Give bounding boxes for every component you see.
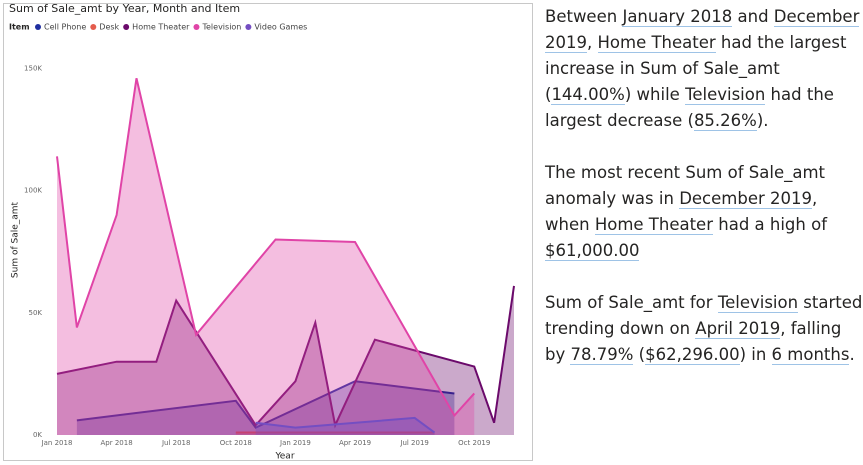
legend-label: Cell Phone [44,23,86,32]
narrative-paragraph: The most recent Sum of Sale_amt anomaly … [545,160,863,264]
legend-label: Home Theater [132,23,190,32]
chart: Sum of Sale_amt by Year, Month and Item … [3,2,533,462]
narrative-highlight[interactable]: 144.00% [551,85,625,105]
x-tick-label: Apr 2019 [339,439,371,447]
area [57,285,514,435]
narrative-paragraph: Sum of Sale_amt for Television started t… [545,290,863,368]
narrative-highlight[interactable]: Home Theater [597,33,716,53]
legend-title: Item [9,23,30,32]
y-tick-label: 150K [24,64,42,72]
x-tick-label: Oct 2018 [220,439,252,447]
narrative-text: and [732,7,774,26]
narrative-text: , when [545,189,818,234]
narrative-text: . [849,345,855,364]
line [255,416,436,434]
line [56,285,515,429]
narrative-highlight[interactable]: December 2019 [679,189,812,209]
narrative-text: had the largest decrease ( [545,85,834,130]
x-tick-label: Apr 2018 [101,439,133,447]
y-tick-label: 50K [29,309,43,317]
chart-title: Sum of Sale_amt by Year, Month and Item [9,2,240,15]
narrative-highlight[interactable]: $62,296.00 [645,345,740,365]
line [76,380,455,429]
narrative-text: The most recent Sum of Sale_amt anomaly … [545,163,826,208]
legend-swatch [90,24,97,30]
narrative-highlight[interactable]: April 2019 [695,319,781,339]
narrative-text: ). [756,111,769,130]
narrative-highlight[interactable]: $61,000.00 [545,241,640,261]
x-tick-label: Jan 2019 [279,439,311,447]
narrative-highlight[interactable]: January 2018 [622,7,733,27]
legend-label: Television [201,23,241,32]
narrative-highlight[interactable]: Television [685,85,766,105]
visual-border [3,3,533,461]
x-tick-label: Jul 2018 [161,439,191,447]
legend-label: Video Games [254,23,307,32]
legend-swatch [245,24,252,30]
narrative-text: , falling by [545,319,842,364]
area [255,417,435,435]
narrative-highlight[interactable]: December 2019 [545,7,860,53]
x-tick-label: Jan 2018 [41,439,73,447]
area [57,78,475,436]
narrative-text: ( [633,345,646,364]
narrative-highlight[interactable]: 78.79% [570,345,634,365]
narrative-text: Sum of Sale_amt for [545,293,718,312]
y-axis-label: Sum of Sale_amt [11,201,21,278]
narrative-highlight[interactable]: 6 months [771,345,850,365]
narrative-highlight[interactable]: Home Theater [594,215,713,235]
legend-swatch [123,24,130,30]
line [56,77,476,418]
narrative-text: , [587,33,598,52]
y-tick-label: 100K [24,187,42,195]
narrative-text: started trending down on [545,293,863,338]
narrative-text: had a high of [713,215,828,234]
narrative-highlight[interactable]: 85.26% [693,111,757,131]
narrative: Between January 2018 and December 2019, … [545,4,863,394]
y-tick-label: 0K [33,431,42,439]
x-tick-label: Jul 2019 [399,439,429,447]
narrative-text: had the largest increase in Sum of Sale_… [545,33,847,104]
x-tick-label: Oct 2019 [458,439,490,447]
legend-swatch [193,24,200,30]
legend-swatch [35,24,41,30]
narrative-text: ) in [739,345,772,364]
legend-label: Desk [99,23,119,32]
narrative-highlight[interactable]: Television [717,293,799,313]
x-axis-label: Year [274,452,294,462]
narrative-text: ) while [624,85,686,104]
narrative-text: Between [545,7,623,26]
narrative-paragraph: Between January 2018 and December 2019, … [545,4,863,134]
